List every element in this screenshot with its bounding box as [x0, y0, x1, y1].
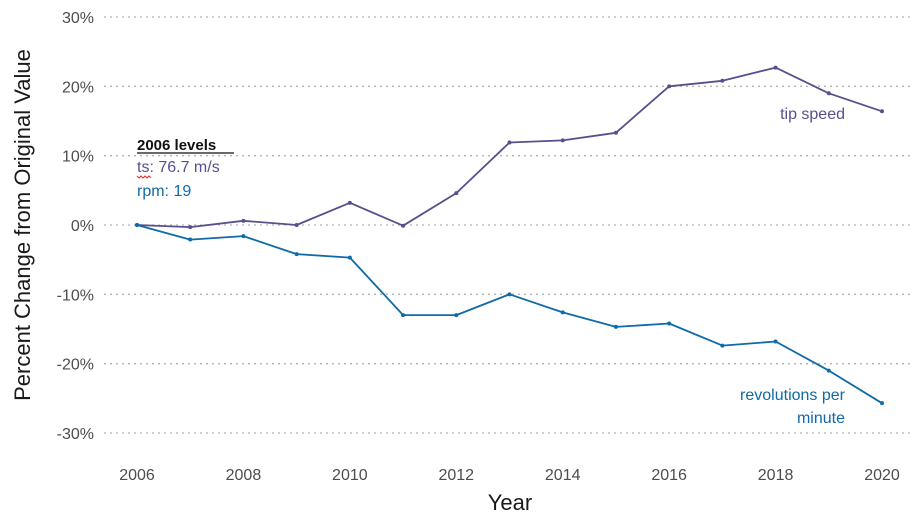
- data-point: [188, 237, 193, 242]
- data-point: [401, 223, 406, 228]
- x-axis-title: Year: [488, 490, 532, 515]
- data-point: [454, 313, 459, 318]
- series-label-text: minute: [797, 410, 845, 427]
- data-point: [613, 324, 618, 329]
- data-point: [826, 91, 831, 96]
- y-tick-label: 30%: [62, 10, 94, 27]
- data-point: [613, 130, 618, 135]
- x-tick-label: 2006: [119, 467, 155, 484]
- data-point: [454, 191, 459, 196]
- y-axis-ticks: 30% 20% 10% 0% -10% -20% -30%: [57, 10, 94, 443]
- rpm-series-label: revolutions per minute: [740, 387, 846, 427]
- annotation-line-rpm: rpm: 19: [137, 183, 191, 200]
- data-point: [667, 84, 672, 89]
- x-tick-label: 2018: [758, 467, 794, 484]
- data-point: [667, 321, 672, 326]
- y-tick-label: -30%: [57, 426, 94, 443]
- data-point: [188, 225, 193, 230]
- annotation-line-ts: ts: 76.7 m/s: [137, 159, 220, 176]
- x-axis-ticks: 2006 2008 2010 2012 2014 2016 2018 2020: [119, 467, 900, 484]
- data-point: [773, 65, 778, 70]
- data-point: [241, 218, 246, 223]
- y-tick-label: 20%: [62, 79, 94, 96]
- data-point: [560, 310, 565, 315]
- x-tick-label: 2012: [438, 467, 474, 484]
- y-tick-label: -20%: [57, 357, 94, 374]
- y-axis-title: Percent Change from Original Value: [10, 49, 35, 401]
- series-label-text: tip speed: [780, 106, 845, 123]
- annotation-ts-prefix: ts: [137, 159, 149, 176]
- series-label-text: revolutions per: [740, 387, 846, 404]
- gridlines: [104, 16, 912, 434]
- series-line-rpm: [136, 224, 883, 404]
- data-point: [347, 255, 352, 260]
- data-point: [773, 339, 778, 344]
- data-point: [880, 109, 884, 114]
- x-tick-label: 2014: [545, 467, 581, 484]
- data-point: [507, 140, 512, 145]
- data-point: [401, 313, 406, 318]
- data-point: [880, 401, 884, 406]
- x-tick-label: 2008: [226, 467, 262, 484]
- y-tick-label: 10%: [62, 149, 94, 166]
- data-point: [720, 343, 725, 348]
- y-tick-label: 0%: [71, 218, 94, 235]
- x-tick-label: 2016: [651, 467, 687, 484]
- data-point: [507, 292, 512, 297]
- series-layer: [135, 65, 884, 406]
- data-point: [294, 252, 299, 257]
- data-point: [826, 368, 831, 373]
- annotation-ts-value: : 76.7 m/s: [149, 159, 219, 176]
- data-point: [294, 223, 299, 227]
- x-tick-label: 2010: [332, 467, 368, 484]
- y-tick-label: -10%: [57, 287, 94, 304]
- spellcheck-squiggle: [136, 175, 152, 179]
- annotation-title: 2006 levels: [137, 137, 216, 154]
- baseline-annotation: 2006 levels ts: 76.7 m/s rpm: 19: [136, 137, 234, 200]
- data-point: [135, 223, 139, 227]
- x-tick-label: 2020: [864, 467, 900, 484]
- series-line-tip-speed: [136, 66, 883, 229]
- data-point: [347, 200, 352, 205]
- data-point: [241, 234, 246, 239]
- data-point: [560, 138, 565, 143]
- tip-speed-series-label: tip speed: [780, 106, 845, 123]
- data-point: [720, 78, 725, 83]
